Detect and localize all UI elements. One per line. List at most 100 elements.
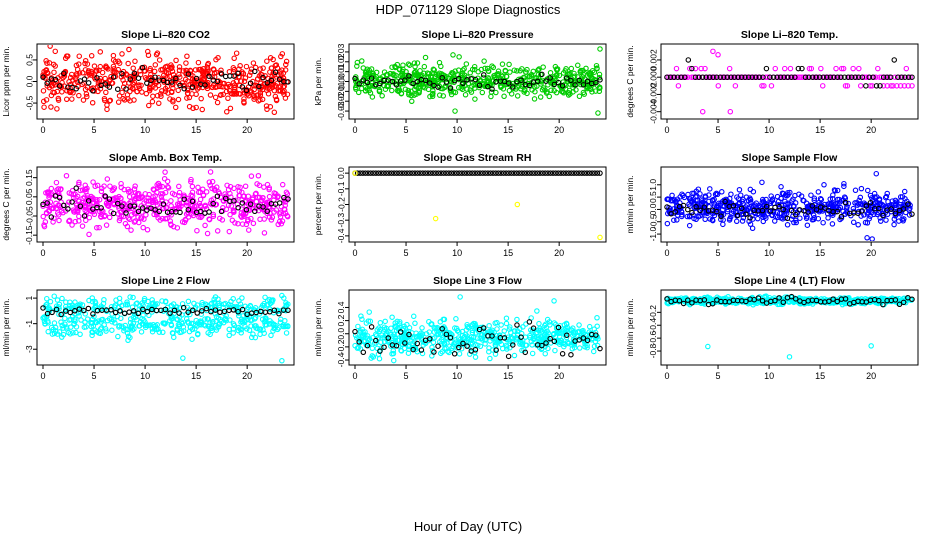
data-point — [44, 200, 50, 206]
data-point — [841, 194, 848, 200]
data-point — [575, 62, 581, 69]
y-tick-label: 0.0 — [336, 328, 346, 340]
x-tick-label: 0 — [352, 248, 357, 258]
data-point — [543, 78, 549, 84]
data-point — [426, 336, 433, 342]
data-point — [505, 80, 512, 86]
data-point — [192, 67, 199, 73]
data-point — [733, 202, 739, 209]
panel-title: Slope Line 2 Flow — [121, 275, 211, 287]
data-point — [56, 83, 63, 89]
data-point — [570, 325, 576, 331]
data-point — [114, 86, 121, 92]
data-point — [129, 85, 136, 91]
data-point — [162, 298, 169, 305]
x-tick-label: 10 — [452, 371, 462, 381]
data-point — [76, 53, 82, 59]
data-point — [523, 69, 529, 75]
data-point — [594, 65, 600, 72]
data-point — [699, 108, 706, 115]
data-point — [593, 62, 600, 69]
data-point — [676, 298, 683, 304]
data-point — [530, 325, 537, 331]
data-point — [177, 82, 183, 89]
data-point — [116, 322, 123, 329]
data-point — [586, 70, 593, 77]
data-point — [805, 209, 811, 215]
data-point — [111, 66, 117, 72]
data-point — [284, 213, 291, 220]
data-point — [784, 215, 791, 222]
data-point — [259, 316, 266, 323]
data-point — [81, 76, 88, 82]
data-point — [86, 71, 92, 77]
x-tick-label: 10 — [140, 125, 150, 135]
data-point — [453, 339, 459, 345]
data-point — [210, 66, 217, 72]
x-tick-label: 15 — [815, 125, 825, 135]
data-point — [126, 46, 132, 53]
data-point — [143, 212, 149, 218]
data-point — [57, 186, 64, 193]
data-point — [526, 319, 533, 325]
data-point — [586, 170, 593, 176]
data-point — [718, 210, 725, 217]
data-point — [159, 191, 166, 197]
data-point — [796, 295, 802, 302]
x-tick-label: 5 — [404, 248, 409, 258]
data-point — [451, 351, 458, 357]
data-point — [514, 68, 520, 74]
data-point — [103, 328, 109, 334]
data-point — [360, 170, 366, 176]
data-point — [784, 222, 791, 228]
y-tick-label: 0.2 — [336, 314, 346, 326]
data-point — [592, 338, 599, 345]
data-point — [118, 315, 124, 322]
data-point — [784, 74, 791, 80]
data-point — [212, 307, 219, 313]
data-point — [88, 319, 95, 326]
data-point — [863, 83, 869, 89]
data-point — [464, 321, 470, 328]
data-point — [583, 332, 590, 339]
data-point — [495, 170, 502, 176]
data-point — [108, 307, 114, 313]
data-point — [352, 75, 358, 82]
data-point — [441, 341, 448, 348]
data-point — [831, 74, 837, 80]
data-point — [858, 185, 865, 192]
y-tick-label: 1.0 — [648, 179, 658, 191]
data-point — [206, 179, 213, 185]
data-point — [226, 307, 232, 314]
data-point — [214, 325, 220, 331]
data-point — [410, 313, 417, 320]
data-point — [696, 74, 702, 80]
x-tick-label: 10 — [140, 248, 150, 258]
x-tick-label: 5 — [404, 125, 409, 135]
data-point — [284, 191, 291, 197]
data-point — [405, 87, 412, 94]
data-point — [571, 170, 577, 176]
data-point — [664, 204, 670, 210]
data-point — [759, 207, 766, 214]
data-point — [203, 305, 210, 312]
data-point — [888, 206, 894, 212]
data-point — [61, 70, 67, 77]
data-point — [529, 170, 535, 176]
data-point — [382, 331, 389, 338]
data-point — [204, 81, 210, 88]
y-tick-label: -0.002 — [648, 82, 658, 106]
data-point — [484, 65, 491, 72]
data-point — [447, 334, 454, 341]
data-point — [524, 90, 530, 97]
data-point — [90, 195, 96, 201]
y-tick-label: 0.00 — [336, 73, 346, 90]
plot-frame — [36, 166, 295, 243]
data-point — [909, 83, 915, 89]
data-point — [864, 235, 870, 241]
data-point — [551, 330, 557, 337]
data-point — [837, 216, 843, 223]
data-point — [435, 84, 441, 90]
data-point — [902, 74, 908, 80]
panel-title: Slope Gas Stream RH — [424, 152, 532, 164]
